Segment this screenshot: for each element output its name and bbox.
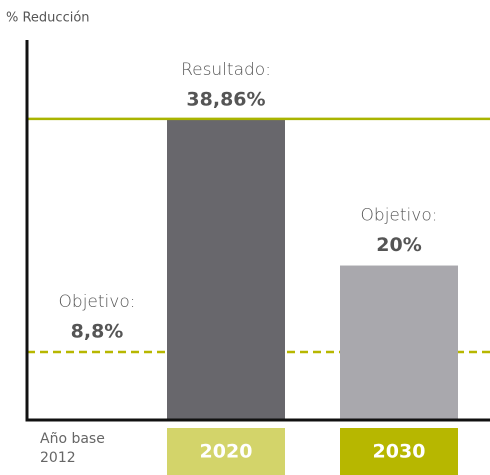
bar (340, 265, 458, 420)
value-label: 8,8% (71, 321, 124, 343)
y-axis-label: % Reducción (6, 11, 90, 26)
value-label: 38,86% (186, 88, 265, 110)
category-box (167, 428, 285, 475)
annotation: Objetivo: (361, 206, 438, 226)
annotation: Resultado: (181, 60, 271, 80)
x-tick-label: 2030 (373, 441, 426, 463)
category-box (340, 428, 458, 475)
x-tick-label: 2020 (200, 441, 253, 463)
x-tick-label: Año base 2012 (40, 431, 105, 466)
bar (167, 119, 285, 420)
value-label: 20% (376, 234, 421, 256)
annotation: Objetivo: (59, 292, 136, 312)
